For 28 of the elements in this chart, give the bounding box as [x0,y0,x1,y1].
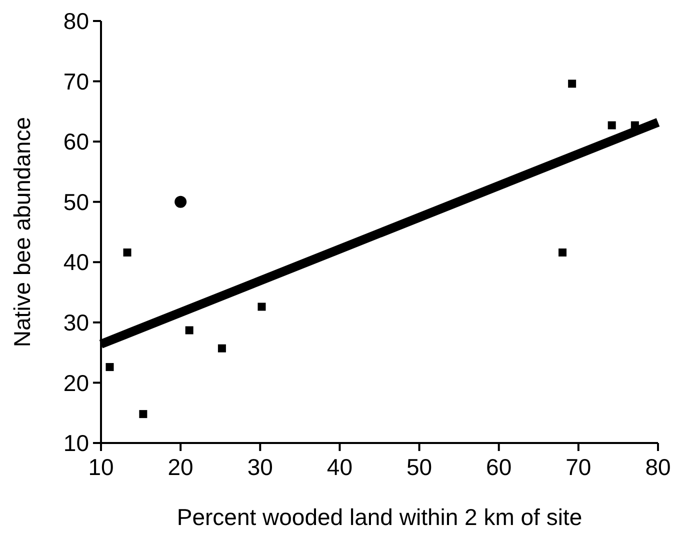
x-tick-label: 20 [168,454,194,480]
x-tick-label: 30 [247,454,273,480]
x-tick-label: 10 [88,454,114,480]
y-tick-label: 70 [63,68,89,94]
point [258,302,266,311]
x-tick-label: 50 [406,454,432,480]
x-tick-label: 60 [486,454,512,480]
y-tick-label: 40 [63,249,89,276]
y-tick-label: 20 [63,370,89,396]
point [123,248,132,256]
x-tick-label: 80 [645,454,671,480]
y-tick-label: 60 [63,128,89,155]
point [185,326,194,334]
point [106,363,114,372]
y-tick-label: 50 [63,188,89,215]
y-tick-label: 10 [63,430,89,456]
y-tick-label: 80 [63,8,89,34]
x-tick-label: 40 [326,454,353,480]
point [568,80,576,88]
point [139,410,148,418]
point [174,196,187,208]
y-tick-label: 30 [63,309,89,336]
y-axis-title: Native bee abundance [9,116,35,348]
x-axis-title: Percent wooded land within 2 km of site [176,504,582,530]
point [558,248,567,256]
point [608,121,616,130]
x-tick-label: 70 [566,454,592,480]
point [218,344,226,352]
